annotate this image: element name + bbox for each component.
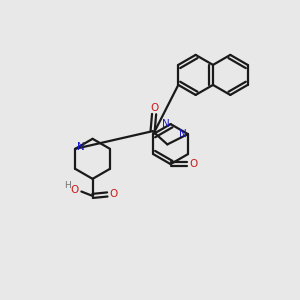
Text: O: O: [110, 190, 118, 200]
Text: O: O: [189, 159, 197, 169]
Text: H: H: [64, 181, 71, 190]
Text: O: O: [150, 103, 158, 112]
Text: N: N: [179, 129, 187, 139]
Text: O: O: [71, 185, 79, 195]
Text: N: N: [162, 119, 170, 129]
Text: N: N: [77, 142, 84, 152]
